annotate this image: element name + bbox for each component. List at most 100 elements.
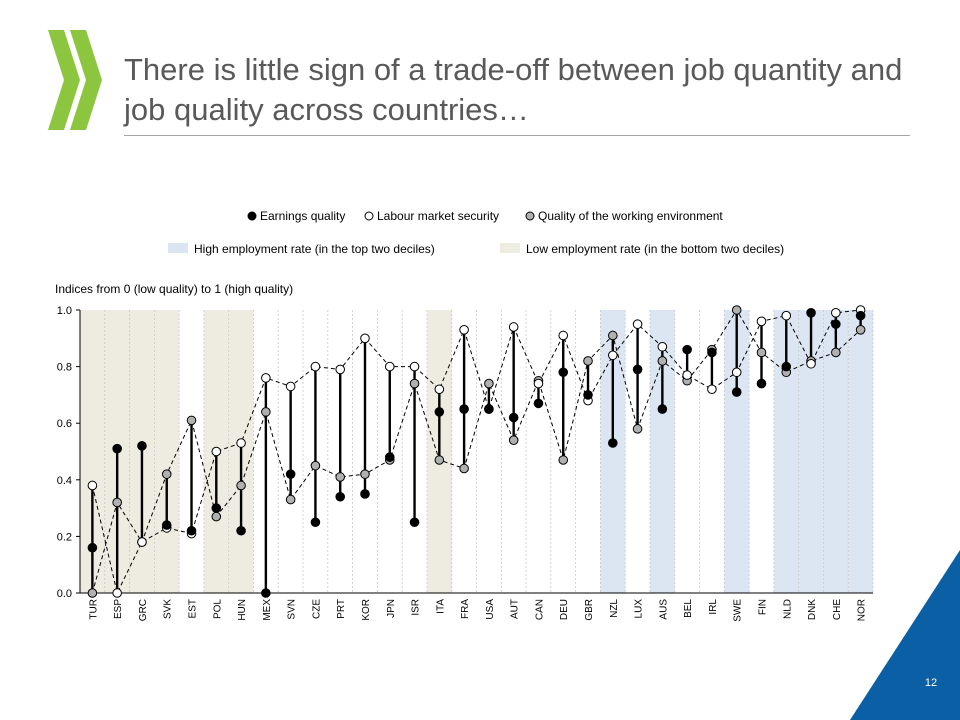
point-security-can [533,378,544,389]
point-earnings-hun [236,525,246,536]
point-security-deu [558,330,569,341]
point-earnings-dnk [806,308,816,318]
point-security-fra [459,325,469,335]
x-tick-label-ita: ITA [435,599,446,614]
x-tick-label-gbr: GBR [584,599,595,621]
y-axis-title: Indices from 0 (low quality) to 1 (high … [55,282,293,296]
logo-chevron-right [70,30,102,130]
legend: Earnings quality Labour market security … [168,209,784,256]
point-earnings-cze [310,517,321,528]
point-earnings-fin [756,378,767,389]
x-tick-label-dnk: DNK [807,599,818,620]
point-security-aus [657,341,668,352]
point-security-dnk [806,358,816,369]
x-tick-label-che: CHE [832,599,843,620]
page-number: 12 [924,677,938,689]
point-earnings-est [186,525,197,536]
x-tick-label-cze: CZE [311,599,322,619]
point-environment-svk [161,469,172,479]
legend-earnings-marker [247,211,257,221]
y-tick-label: 0.2 [57,531,72,543]
legend-environment-marker [525,211,535,221]
point-earnings-nzl [607,438,618,448]
oecd-chevron-logo [48,30,102,130]
point-earnings-nor [855,310,866,321]
point-earnings-gbr [583,390,593,400]
band-nor [848,310,873,593]
point-security-mex [261,373,271,383]
point-earnings-usa [484,404,494,414]
x-tick-label-isr: ISR [411,599,422,616]
point-earnings-fra [459,404,469,414]
point-environment-aus [657,356,668,366]
y-tick-label: 0.8 [57,362,72,374]
point-environment-kor [360,469,370,479]
band-svk [154,310,180,593]
point-environment-tur [87,588,98,598]
point-earnings-aut [508,412,519,423]
point-environment-esp [112,497,122,508]
x-tick-label-irl: IRL [708,599,719,615]
x-tick-label-mex: MEX [262,599,273,621]
slide-title: There is little sign of a trade-off betw… [124,52,903,127]
point-earnings-irl [707,347,717,358]
point-earnings-prt [335,491,346,502]
point-security-isr [409,361,420,372]
point-earnings-svn [285,469,296,479]
point-security-kor [360,333,370,344]
x-tick-label-swe: SWE [733,599,744,622]
point-environment-deu [558,455,569,465]
category-gridlines [79,310,874,593]
series-points [87,305,866,598]
title-divider [124,135,910,136]
legend-high-band-swatch [168,243,188,253]
point-earnings-isr [409,517,420,528]
x-tick-label-aus: AUS [658,599,669,620]
x-tick-label-lux: LUX [634,599,645,619]
corner-triangle [850,550,960,720]
point-earnings-tur [87,542,98,553]
point-environment-aut [508,435,519,445]
x-tick-label-svn: SVN [287,599,298,620]
point-environment-nzl [607,330,618,341]
x-tick-label-prt: PRT [336,599,347,619]
point-security-esp [112,588,122,598]
point-environment-usa [484,378,494,389]
x-tick-label-esp: ESP [113,599,124,619]
x-tick-label-kor: KOR [361,599,372,621]
legend-security-marker [364,211,374,221]
point-environment-hun [236,480,246,491]
x-tick-label-svk: SVK [163,599,174,619]
y-tick-label: 1.0 [57,305,72,317]
point-security-nld [781,310,792,321]
x-tick-label-fra: FRA [460,599,471,619]
point-environment-prt [335,472,346,482]
point-security-fin [756,316,767,327]
point-earnings-che [831,319,841,329]
point-security-grc [137,537,147,547]
point-earnings-mex [261,588,271,598]
point-security-irl [707,384,717,395]
point-earnings-aus [657,404,668,414]
point-earnings-ita [434,407,445,417]
legend-environment-label: Quality of the working environment [538,209,723,223]
point-environment-nor [855,325,866,335]
point-security-prt [335,364,346,375]
point-security-cze [310,361,321,372]
x-tick-label-nzl: NZL [609,599,620,618]
point-earnings-svk [161,520,172,530]
x-tick-label-deu: DEU [559,599,570,620]
point-environment-cze [310,460,321,471]
y-tick-label: 0.0 [57,588,72,600]
point-earnings-grc [137,441,147,451]
x-tick-label-bel: BEL [683,599,694,618]
point-earnings-esp [112,443,122,454]
point-earnings-kor [360,489,370,499]
axes [79,310,873,594]
x-tick-label-can: CAN [534,599,545,620]
point-environment-gbr [583,356,593,366]
legend-high-band-label: High employment rate (in the top two dec… [194,242,435,256]
point-earnings-deu [558,367,569,378]
point-environment-che [831,347,841,358]
